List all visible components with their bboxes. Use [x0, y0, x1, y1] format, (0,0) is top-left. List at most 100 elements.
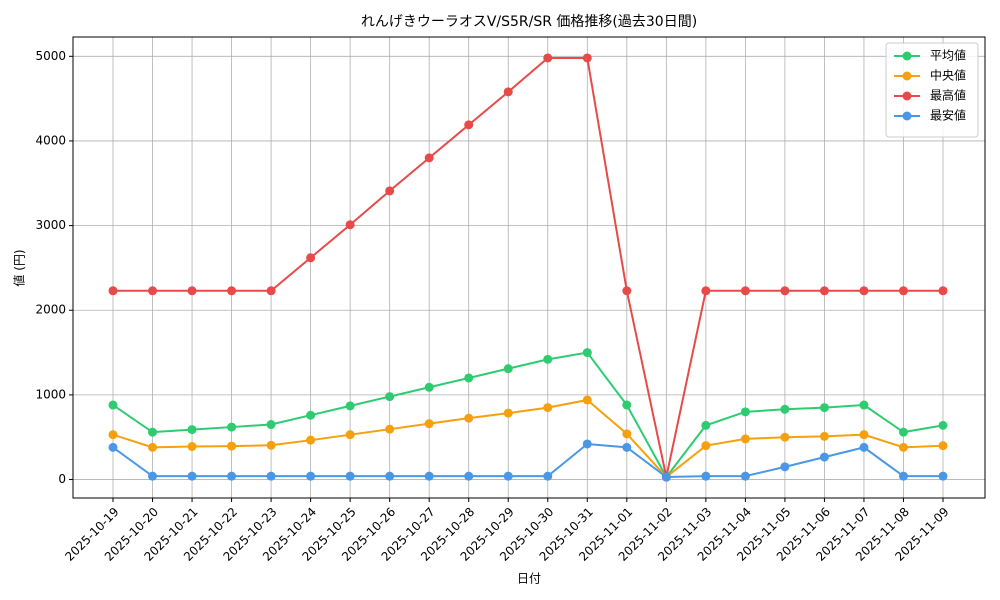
- data-point: [819, 403, 829, 413]
- plot-frame: [72, 36, 986, 499]
- data-point: [108, 286, 118, 296]
- data-point: [701, 471, 711, 481]
- data-point: [898, 286, 908, 296]
- data-point: [424, 382, 434, 392]
- data-point: [424, 153, 434, 163]
- data-point: [266, 420, 276, 430]
- data-point: [187, 442, 197, 452]
- legend-label: 中央値: [930, 68, 966, 83]
- data-point: [108, 442, 118, 452]
- data-point: [859, 430, 869, 440]
- series-line: [112, 351, 944, 479]
- data-point: [898, 471, 908, 481]
- data-point: [819, 452, 829, 462]
- data-point: [780, 404, 790, 414]
- data-point: [622, 286, 632, 296]
- data-point: [740, 286, 750, 296]
- data-point: [148, 286, 158, 296]
- data-point: [543, 403, 553, 413]
- data-point: [543, 354, 553, 364]
- data-point: [464, 120, 474, 130]
- data-point: [385, 424, 395, 434]
- y-tick-label: 0: [58, 472, 66, 486]
- data-point: [306, 435, 316, 445]
- data-point: [345, 430, 355, 440]
- data-point: [187, 471, 197, 481]
- data-point: [345, 471, 355, 481]
- data-point: [503, 87, 513, 97]
- data-point: [108, 400, 118, 410]
- legend-label: 最高値: [930, 88, 966, 103]
- data-point: [938, 441, 948, 451]
- data-point: [780, 432, 790, 442]
- data-point: [227, 441, 237, 451]
- data-point: [266, 440, 276, 450]
- data-point: [187, 425, 197, 435]
- legend-marker: [902, 111, 912, 121]
- series-line: [113, 56, 943, 478]
- data-point: [266, 286, 276, 296]
- data-point: [464, 471, 474, 481]
- data-point: [227, 471, 237, 481]
- data-point: [898, 442, 908, 452]
- data-point: [266, 471, 276, 481]
- data-point: [306, 471, 316, 481]
- data-point: [148, 471, 158, 481]
- data-point: [819, 286, 829, 296]
- data-point: [306, 410, 316, 420]
- data-point: [424, 471, 434, 481]
- data-point: [938, 420, 948, 430]
- data-point: [227, 286, 237, 296]
- data-point: [345, 220, 355, 230]
- data-point: [701, 286, 711, 296]
- series-line: [112, 442, 943, 479]
- data-point: [740, 407, 750, 417]
- data-point: [661, 472, 671, 482]
- y-tick-label: 2000: [35, 303, 66, 317]
- data-point: [859, 400, 869, 410]
- data-point: [582, 348, 592, 358]
- y-tick-label: 1000: [35, 387, 66, 401]
- data-point: [582, 53, 592, 63]
- series-line: [112, 398, 944, 479]
- legend-marker: [902, 71, 912, 81]
- y-tick-label: 5000: [35, 49, 66, 63]
- data-point: [938, 471, 948, 481]
- legend-label: 平均値: [930, 48, 966, 63]
- data-point: [543, 471, 553, 481]
- data-point: [898, 427, 908, 437]
- data-point: [464, 413, 474, 423]
- data-point: [345, 401, 355, 411]
- data-point: [780, 462, 790, 472]
- data-point: [227, 422, 237, 432]
- data-point: [938, 286, 948, 296]
- data-point: [701, 441, 711, 451]
- data-point: [543, 53, 553, 63]
- data-point: [148, 442, 158, 452]
- data-point: [385, 392, 395, 402]
- data-point: [740, 471, 750, 481]
- data-point: [819, 431, 829, 441]
- data-point: [582, 395, 592, 405]
- chart-title: れんげきウーラオスV/S5R/SR 価格推移(過去30日間): [361, 14, 697, 30]
- data-point: [385, 471, 395, 481]
- data-point: [701, 420, 711, 430]
- data-point: [503, 408, 513, 418]
- data-point: [503, 471, 513, 481]
- data-point: [859, 442, 869, 452]
- data-point: [424, 419, 434, 429]
- data-point: [385, 186, 395, 196]
- data-point: [780, 286, 790, 296]
- y-tick-label: 4000: [35, 133, 66, 147]
- data-point: [622, 429, 632, 439]
- data-point: [148, 427, 158, 437]
- legend-label: 最安値: [930, 108, 966, 123]
- y-axis-label: 値 (円): [12, 249, 27, 286]
- x-axis-label: 日付: [517, 572, 541, 586]
- legend-marker: [902, 91, 912, 101]
- data-point: [464, 373, 474, 383]
- data-point: [582, 439, 592, 449]
- data-point: [108, 430, 118, 440]
- data-point: [622, 400, 632, 410]
